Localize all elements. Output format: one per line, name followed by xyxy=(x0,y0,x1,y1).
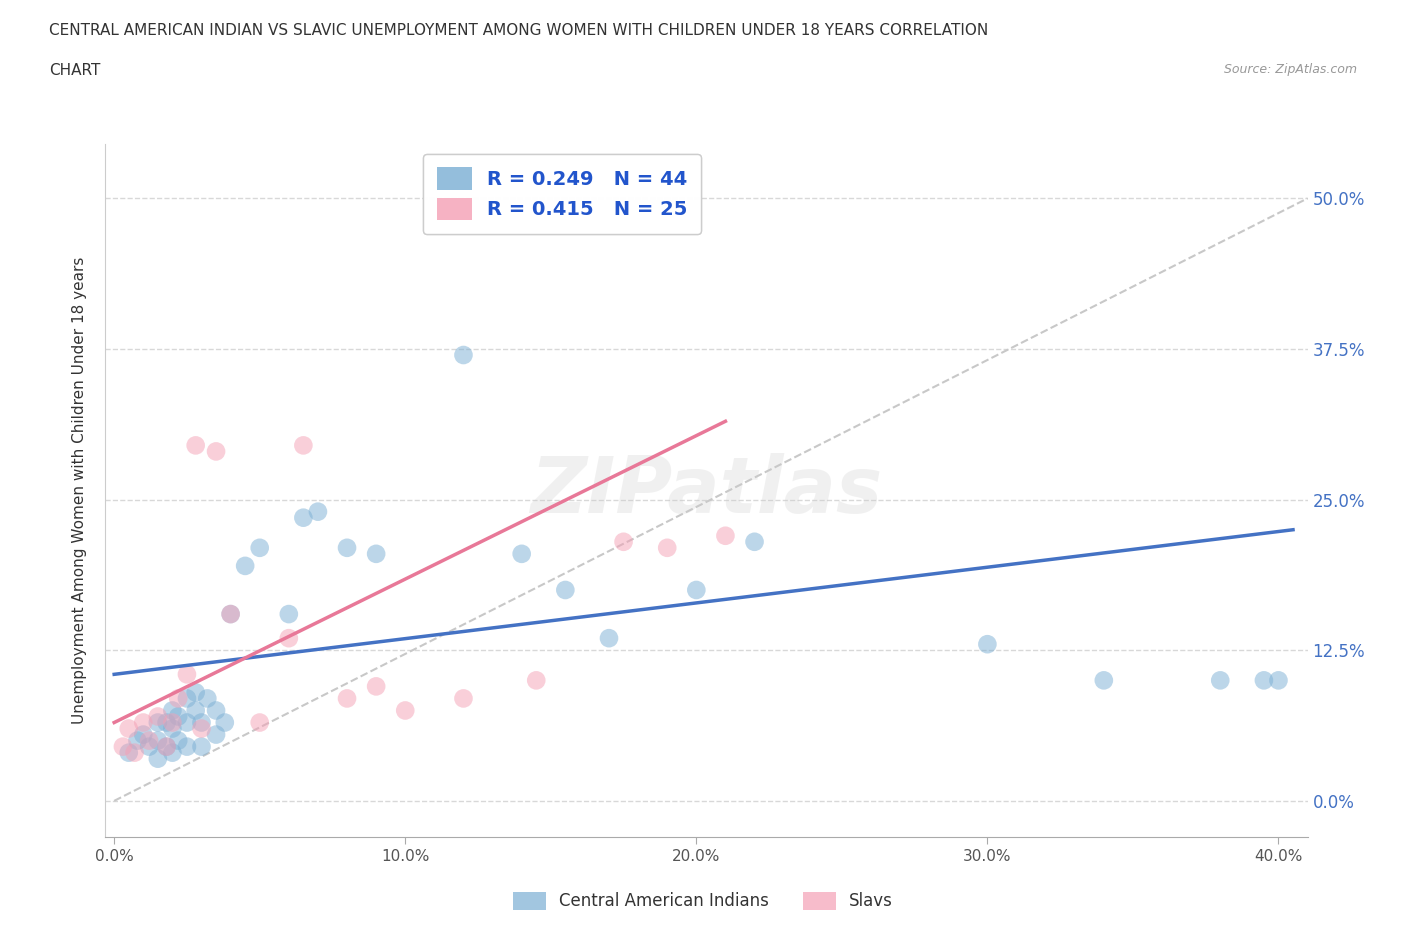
Point xyxy=(146,709,169,724)
Point xyxy=(205,703,228,718)
Point xyxy=(184,703,207,718)
Point xyxy=(453,348,475,363)
Point xyxy=(292,511,315,525)
Point xyxy=(510,547,533,562)
Point xyxy=(132,727,155,742)
Point xyxy=(167,691,190,706)
Point xyxy=(214,715,236,730)
Point xyxy=(1209,673,1232,688)
Point xyxy=(249,540,271,555)
Point xyxy=(118,745,141,760)
Point xyxy=(146,733,169,748)
Point xyxy=(176,739,198,754)
Point xyxy=(277,606,299,621)
Point xyxy=(453,691,475,706)
Point xyxy=(190,739,212,754)
Point xyxy=(292,438,315,453)
Text: ZIPatlas: ZIPatlas xyxy=(530,453,883,528)
Legend: Central American Indians, Slavs: Central American Indians, Slavs xyxy=(506,885,900,917)
Point xyxy=(366,679,388,694)
Point xyxy=(612,535,634,550)
Point xyxy=(132,715,155,730)
Point xyxy=(167,733,190,748)
Y-axis label: Unemployment Among Women with Children Under 18 years: Unemployment Among Women with Children U… xyxy=(72,257,87,724)
Point xyxy=(249,715,271,730)
Point xyxy=(190,715,212,730)
Point xyxy=(184,438,207,453)
Legend: R = 0.249   N = 44, R = 0.415   N = 25: R = 0.249 N = 44, R = 0.415 N = 25 xyxy=(423,153,702,233)
Point xyxy=(162,715,184,730)
Point xyxy=(744,535,766,550)
Point xyxy=(219,606,242,621)
Point xyxy=(205,444,228,458)
Point xyxy=(277,631,299,645)
Point xyxy=(598,631,620,645)
Point xyxy=(205,727,228,742)
Point xyxy=(307,504,329,519)
Point xyxy=(155,715,177,730)
Text: CENTRAL AMERICAN INDIAN VS SLAVIC UNEMPLOYMENT AMONG WOMEN WITH CHILDREN UNDER 1: CENTRAL AMERICAN INDIAN VS SLAVIC UNEMPL… xyxy=(49,23,988,38)
Point xyxy=(714,528,737,543)
Point xyxy=(176,667,198,682)
Point xyxy=(524,673,547,688)
Point xyxy=(138,733,160,748)
Text: CHART: CHART xyxy=(49,63,101,78)
Point xyxy=(176,715,198,730)
Point xyxy=(155,739,177,754)
Point xyxy=(146,715,169,730)
Point xyxy=(394,703,416,718)
Point xyxy=(184,685,207,700)
Point xyxy=(118,721,141,736)
Point xyxy=(1253,673,1275,688)
Point xyxy=(162,745,184,760)
Point xyxy=(155,739,177,754)
Point xyxy=(195,691,218,706)
Point xyxy=(138,739,160,754)
Point xyxy=(162,721,184,736)
Point xyxy=(1267,673,1289,688)
Point xyxy=(190,721,212,736)
Text: Source: ZipAtlas.com: Source: ZipAtlas.com xyxy=(1223,63,1357,76)
Point xyxy=(366,547,388,562)
Point xyxy=(554,582,576,597)
Point xyxy=(657,540,679,555)
Point xyxy=(124,745,146,760)
Point xyxy=(176,691,198,706)
Point xyxy=(146,751,169,766)
Point xyxy=(1092,673,1115,688)
Point xyxy=(111,739,134,754)
Point xyxy=(233,558,256,573)
Point xyxy=(336,540,359,555)
Point xyxy=(167,709,190,724)
Point xyxy=(685,582,707,597)
Point xyxy=(219,606,242,621)
Point xyxy=(162,703,184,718)
Point xyxy=(976,637,998,652)
Point xyxy=(127,733,149,748)
Point xyxy=(336,691,359,706)
